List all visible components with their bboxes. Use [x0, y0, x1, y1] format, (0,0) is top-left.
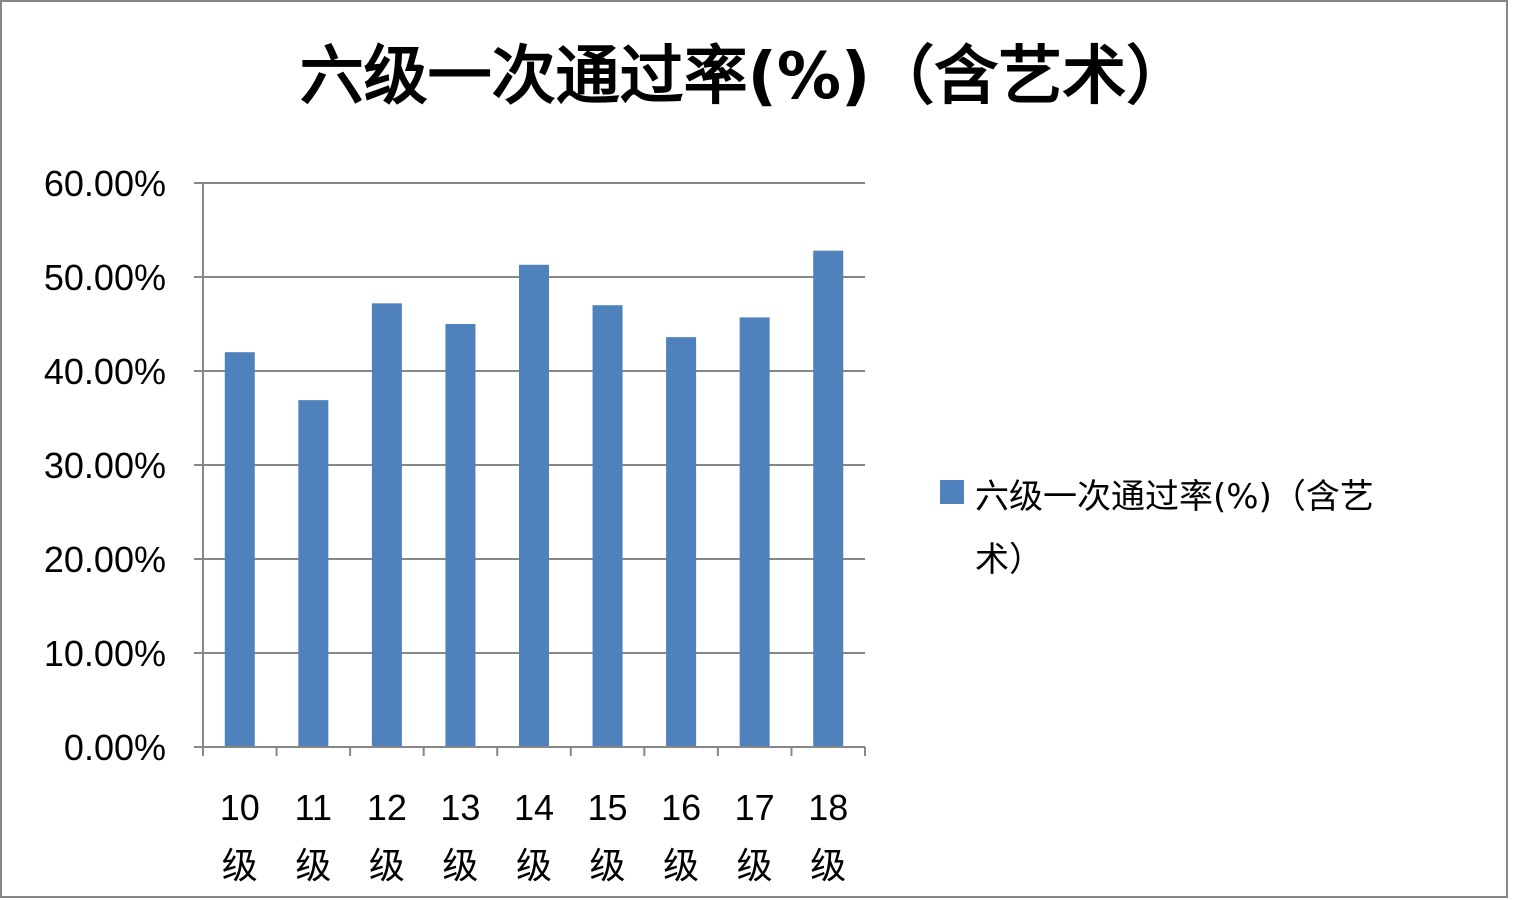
x-tick-label-number: 16 — [661, 787, 701, 828]
legend-label-line-2: 术） — [975, 540, 1043, 580]
bar — [224, 352, 255, 747]
x-tick-label-number: 17 — [735, 787, 775, 828]
x-tick-label-grade: 级 — [222, 845, 258, 886]
bar — [445, 324, 476, 747]
bar — [666, 337, 697, 747]
bar — [813, 250, 844, 747]
x-tick-label-number: 13 — [440, 787, 480, 828]
bars — [224, 250, 844, 747]
x-tick-label-number: 18 — [808, 787, 848, 828]
legend-label-line-1: 六级一次通过率(%)（含艺 — [975, 477, 1374, 517]
bar — [371, 303, 402, 747]
x-tick-label-number: 11 — [295, 787, 332, 828]
x-tick-label-grade: 级 — [369, 845, 405, 886]
y-tick-label: 10.00% — [44, 633, 166, 674]
y-tick-label: 60.00% — [44, 163, 166, 204]
bar — [298, 400, 329, 747]
y-tick-label: 20.00% — [44, 539, 166, 580]
legend: 六级一次通过率(%)（含艺 术） — [940, 477, 1374, 580]
y-tick-label: 50.00% — [44, 257, 166, 298]
y-axis-ticks: 0.00% 10.00% 20.00% 30.00% 40.00% 50.00% 60.00… — [44, 163, 166, 768]
x-tick-label-grade: 级 — [590, 845, 626, 886]
y-tick-label: 0.00% — [64, 727, 166, 768]
x-tick-label-grade: 级 — [663, 845, 699, 886]
chart-title: 六级一次通过率(%)（含艺术） — [300, 40, 1191, 114]
y-tick-label: 40.00% — [44, 351, 166, 392]
x-tick-label-number: 14 — [514, 787, 554, 828]
x-tick-label-number: 15 — [588, 787, 628, 828]
x-tick-label-grade: 级 — [810, 845, 846, 886]
x-tick-label-grade: 级 — [516, 845, 552, 886]
bar — [519, 264, 549, 747]
x-axis-ticks: 10 级 11 级 12 级 13 级 14 级 15 级 16 级 17 级 18 级 — [220, 787, 848, 886]
x-tick-label-grade: 级 — [737, 845, 773, 886]
y-tick-label: 30.00% — [44, 445, 166, 486]
x-tick-label-number: 10 — [220, 787, 260, 828]
x-tick-label-grade: 级 — [295, 845, 331, 886]
x-tick-label-number: 12 — [367, 787, 407, 828]
bar — [739, 317, 770, 747]
legend-swatch — [940, 480, 964, 504]
bar — [592, 305, 623, 747]
x-tick-label-grade: 级 — [442, 845, 478, 886]
axes — [194, 182, 866, 756]
